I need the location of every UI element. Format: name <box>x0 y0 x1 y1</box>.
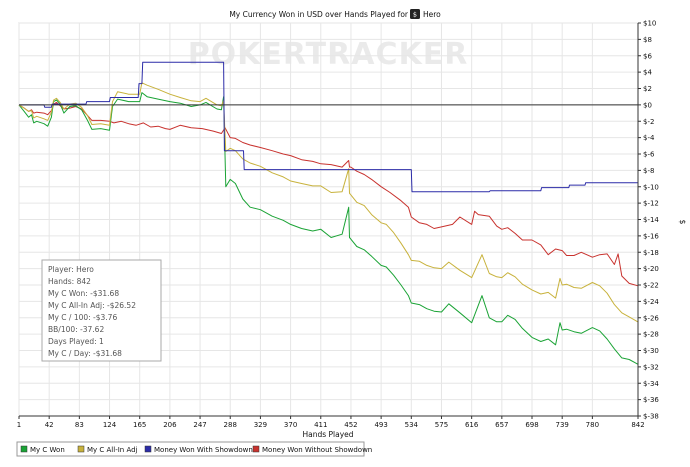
legend-label: Money Won Without Showdown <box>262 446 372 454</box>
legend-label: My C Won <box>30 446 65 454</box>
series-line-my-c-all-in-adj <box>18 82 639 323</box>
watermark: POKERTRACKER <box>188 37 469 72</box>
stats-line: My C All-In Adj: -$26.52 <box>48 301 136 310</box>
legend: My C Won My C All-In Adj Money Won With Sh… <box>16 441 372 457</box>
y-axis-label: $ <box>678 220 687 225</box>
watermark-poker: POKER <box>188 37 306 72</box>
y-tick-label: $0 <box>643 101 652 109</box>
legend-label: Money Won With Showdown <box>154 446 253 454</box>
y-tick-label: $-14 <box>643 216 659 224</box>
x-tick-label: 247 <box>193 421 206 429</box>
stats-lines: Player: Hero Hands: 842 My C Won: -$31.68 M… <box>48 265 136 358</box>
stats-box: Player: Hero Hands: 842 My C Won: -$31.68 M… <box>41 259 162 362</box>
x-tick-label: 83 <box>75 421 84 429</box>
x-tick-label: 124 <box>103 421 117 429</box>
x-tick-label: 616 <box>465 421 479 429</box>
y-tick-label: $2 <box>643 85 652 93</box>
player-name: Hero <box>423 10 441 19</box>
y-tick-label: $-26 <box>643 314 659 322</box>
poker-site-icon: $ <box>410 9 420 19</box>
x-tick-label: 657 <box>495 421 508 429</box>
y-tick-label: $6 <box>643 52 652 60</box>
x-tick-label: 288 <box>224 421 237 429</box>
stats-line: Hands: 842 <box>48 277 91 286</box>
y-tick-label: $-18 <box>643 249 659 257</box>
y-tick-label: $-36 <box>643 396 659 404</box>
y-tick-label: $-6 <box>643 151 655 159</box>
series-layer <box>18 61 639 365</box>
stats-line: My C Won: -$31.68 <box>48 289 119 298</box>
y-tick-label: $-16 <box>643 232 659 240</box>
y-tick-label: $-28 <box>643 331 659 339</box>
x-tick-label: 411 <box>314 421 327 429</box>
series-line-my-c-won <box>18 92 639 365</box>
stats-line: My C / 100: -$3.76 <box>48 313 117 322</box>
legend-swatch <box>20 445 28 453</box>
x-tick-label: 452 <box>344 421 357 429</box>
legend-swatch <box>77 445 85 453</box>
stats-box-frame <box>41 259 162 362</box>
x-tick-label: 206 <box>163 421 177 429</box>
y-tick-label: $-12 <box>643 200 659 208</box>
x-tick-label: 575 <box>435 421 448 429</box>
x-tick-label: 370 <box>284 421 297 429</box>
stats-line: BB/100: -37.62 <box>48 325 104 334</box>
legend-frame <box>16 441 365 457</box>
y-tick-label: $-32 <box>643 363 659 371</box>
x-tick-label: 780 <box>586 421 599 429</box>
y-tick-label: $-20 <box>643 265 659 273</box>
y-tick-label: $-30 <box>643 347 659 355</box>
series-line-money-won-with-showdown <box>19 61 638 193</box>
stats-line: My C / Day: -$31.68 <box>48 349 122 358</box>
y-tick-label: $-8 <box>643 167 654 175</box>
x-tick-label: 698 <box>525 421 538 429</box>
chart-title: My Currency Won in USD over Hands Played… <box>229 10 409 19</box>
x-tick-label: 534 <box>405 421 419 429</box>
legend-label: My C All-In Adj <box>87 446 138 454</box>
y-tick-label: $-38 <box>643 413 659 421</box>
x-tick-label: 493 <box>374 421 387 429</box>
x-axis: 1 42 83 124 165 206 247 288 329 370 411 452 493 534 57… <box>17 415 645 429</box>
x-tick-label: 42 <box>45 421 54 429</box>
stats-line: Days Played: 1 <box>48 337 104 346</box>
y-axis: $10 $8 $6 $4 $2 $0 $-2 $-4 $-6 $-8 $-10 $-12 $-14 $-1… <box>637 20 659 421</box>
y-tick-label: $4 <box>643 69 652 77</box>
y-tick-label: $-34 <box>643 380 659 388</box>
x-tick-label: 329 <box>254 421 267 429</box>
y-tick-label: $-24 <box>643 298 659 306</box>
stats-line: Player: Hero <box>48 265 94 274</box>
watermark-tracker: TRACKER <box>306 37 469 72</box>
y-tick-label: $-2 <box>643 118 654 126</box>
x-tick-label: 165 <box>133 421 146 429</box>
x-tick-label: 842 <box>631 421 644 429</box>
legend-swatch <box>252 445 260 453</box>
y-tick-label: $8 <box>643 36 652 44</box>
svg-text:$: $ <box>413 11 417 19</box>
x-tick-label: 1 <box>17 421 21 429</box>
y-tick-label: $-22 <box>643 282 659 290</box>
x-tick-label: 739 <box>556 421 569 429</box>
y-tick-label: $10 <box>643 20 656 28</box>
y-tick-label: $-4 <box>643 134 655 142</box>
y-tick-label: $-10 <box>643 183 659 191</box>
x-axis-label: Hands Played <box>302 430 353 439</box>
legend-swatch <box>144 445 152 453</box>
